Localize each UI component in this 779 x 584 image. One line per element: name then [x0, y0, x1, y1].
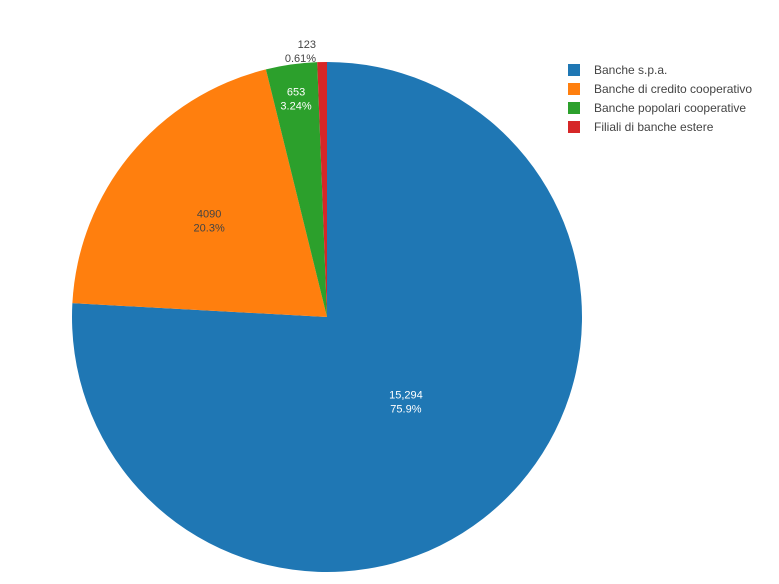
legend-swatch: [568, 120, 580, 133]
slice-value-label-banche-popolari-cooperative: 653: [287, 86, 305, 98]
slice-percent-label-banche-s-p-a: 75.9%: [390, 403, 421, 415]
slice-percent-label-banche-di-credito-cooperativo: 20.3%: [194, 222, 225, 234]
pie-slice-banche-di-credito-cooperativo[interactable]: [72, 69, 327, 318]
legend-item-banche-popolari-cooperative[interactable]: Banche popolari cooperative: [568, 98, 752, 117]
slice-percent-label-filiali-di-banche-estere: 0.61%: [285, 53, 316, 65]
pie-slice-labels: 15,294 75.9% 4090 20.3% 653 3.24% 123 0.61%: [194, 39, 423, 415]
slice-value-label-banche-di-credito-cooperativo: 4090: [197, 208, 221, 220]
slice-percent-label-banche-popolari-cooperative: 3.24%: [280, 100, 311, 112]
legend-item-banche-di-credito-cooperativo[interactable]: Banche di credito cooperativo: [568, 79, 752, 98]
legend-label: Banche di credito cooperativo: [594, 81, 753, 96]
slice-value-label-banche-s-p-a: 15,294: [389, 389, 423, 401]
legend: Banche s.p.a. Banche di credito cooperati…: [568, 60, 752, 136]
legend-label: Banche popolari cooperative: [594, 100, 747, 115]
legend-swatch: [568, 63, 580, 76]
legend-swatch: [568, 82, 580, 95]
legend-swatch: [568, 101, 580, 114]
legend-item-filiali-di-banche-estere[interactable]: Filiali di banche estere: [568, 117, 752, 136]
legend-label: Banche s.p.a.: [594, 62, 668, 77]
legend-label: Filiali di banche estere: [594, 119, 714, 134]
pie-slices: [71, 62, 582, 572]
legend-item-banche-s-p-a[interactable]: Banche s.p.a.: [568, 60, 752, 79]
pie-slice-filiali-di-banche-estere[interactable]: [317, 62, 327, 317]
slice-value-label-filiali-di-banche-estere: 123: [298, 39, 316, 51]
pie-slice-banche-popolari-cooperative[interactable]: [265, 62, 327, 317]
